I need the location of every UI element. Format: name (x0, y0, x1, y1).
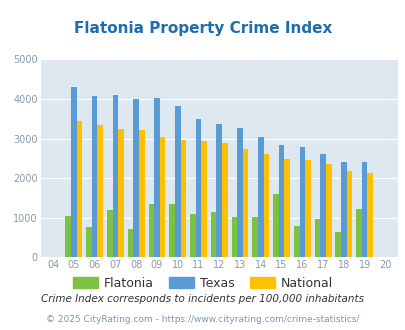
Bar (252, 217, 257, 257)
Bar (133, 99, 139, 257)
Bar (367, 173, 372, 257)
Text: Flatonia Property Crime Index: Flatonia Property Crime Index (74, 21, 331, 36)
Bar (216, 123, 222, 257)
Legend: Flatonia, Texas, National: Flatonia, Texas, National (68, 272, 337, 295)
Bar (284, 159, 289, 257)
Bar (346, 171, 352, 257)
Bar (154, 98, 159, 257)
Bar (180, 140, 185, 257)
Bar (242, 148, 248, 257)
Bar (107, 210, 112, 257)
Bar (314, 219, 320, 257)
Text: © 2025 CityRating.com - https://www.cityrating.com/crime-statistics/: © 2025 CityRating.com - https://www.city… (46, 315, 359, 324)
Bar (112, 95, 118, 257)
Bar (201, 141, 207, 257)
Bar (77, 121, 82, 257)
Bar (257, 137, 263, 257)
Bar (65, 216, 71, 257)
Text: Crime Index corresponds to incidents per 100,000 inhabitants: Crime Index corresponds to incidents per… (41, 294, 364, 304)
Bar (325, 164, 331, 257)
Bar (273, 194, 278, 257)
Bar (340, 162, 346, 257)
Bar (361, 162, 367, 257)
Bar (335, 232, 340, 257)
Bar (195, 119, 201, 257)
Bar (71, 87, 77, 257)
Bar (299, 147, 305, 257)
Bar (86, 227, 92, 257)
Bar (305, 160, 310, 257)
Bar (97, 125, 103, 257)
Bar (210, 212, 216, 257)
Bar (231, 217, 237, 257)
Bar (222, 143, 227, 257)
Bar (169, 204, 175, 257)
Bar (355, 209, 361, 257)
Bar (237, 128, 242, 257)
Bar (320, 154, 325, 257)
Bar (175, 106, 180, 257)
Bar (118, 129, 124, 257)
Bar (139, 130, 144, 257)
Bar (278, 145, 284, 257)
Bar (148, 204, 154, 257)
Bar (293, 226, 299, 257)
Bar (263, 154, 269, 257)
Bar (190, 214, 195, 257)
Bar (92, 96, 97, 257)
Bar (159, 137, 165, 257)
Bar (128, 229, 133, 257)
